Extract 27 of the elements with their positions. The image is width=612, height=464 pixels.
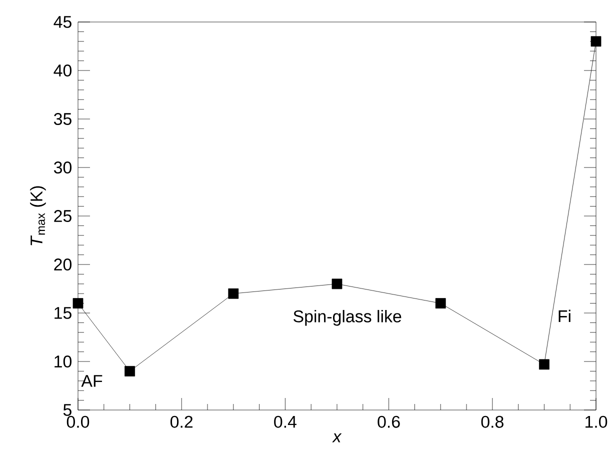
point [590, 36, 602, 47]
y-tick-label: 20 [54, 258, 72, 270]
y-tick-label: 30 [54, 162, 72, 174]
point [332, 278, 342, 290]
y-tick-label: 5 [63, 404, 72, 416]
x-tick-label: 1.0 [586, 416, 608, 428]
x-tick-label: 0.0 [66, 416, 90, 428]
x-tick-label: 0.2 [170, 416, 193, 428]
point [435, 298, 446, 308]
point [539, 359, 550, 370]
y-tick-label: 35 [54, 113, 72, 125]
y-axis-title: T$_{max}$ (K) [30, 186, 46, 246]
y-tick-label: 40 [54, 64, 72, 76]
annotation: Spin-glass like [294, 310, 402, 326]
annotation: Fi [558, 310, 570, 322]
x-tick-label: 0.4 [274, 416, 296, 428]
annotation: AF [81, 375, 102, 387]
x-axis-title: x [332, 433, 342, 442]
y-tick-label: 10 [54, 356, 72, 368]
x-tick-label: 0.8 [481, 416, 504, 428]
point [72, 298, 84, 308]
x-tick-label: 0.6 [378, 416, 400, 428]
y-tick-label: 45 [54, 16, 72, 28]
y-tick-label: 25 [54, 210, 72, 222]
point [228, 288, 239, 299]
y-tick-label: 15 [54, 307, 72, 319]
point [124, 366, 135, 376]
